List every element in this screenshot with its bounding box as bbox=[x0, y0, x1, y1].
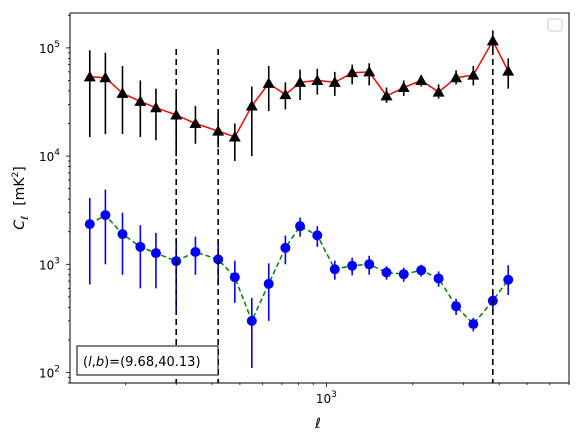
series-1-point bbox=[84, 219, 95, 230]
series-0-point bbox=[116, 87, 129, 98]
plot-frame bbox=[69, 12, 570, 384]
annotation-box: (l,b)=(9.68,40.13) bbox=[76, 345, 219, 376]
series-0-point bbox=[83, 70, 96, 82]
series-1-point bbox=[100, 210, 111, 221]
series-0-point bbox=[245, 100, 258, 111]
series-1-point bbox=[229, 272, 240, 283]
series-0-point bbox=[380, 89, 393, 101]
series-1-point bbox=[451, 301, 462, 312]
series-0-point bbox=[486, 34, 499, 46]
series-1-point bbox=[246, 315, 257, 326]
series-1-point bbox=[416, 265, 427, 276]
series-0-point bbox=[294, 76, 307, 87]
series-1-point bbox=[381, 267, 392, 278]
series-0-point bbox=[346, 66, 359, 78]
series-0-point bbox=[432, 86, 445, 97]
x-axis-label: ℓ bbox=[314, 416, 321, 432]
plot-area bbox=[70, 13, 569, 383]
series-0-point bbox=[189, 117, 202, 129]
legend-box bbox=[547, 18, 563, 32]
series-1-point bbox=[295, 221, 306, 232]
y-axis-label: Cℓ[mK2] bbox=[11, 166, 31, 229]
series-1-point bbox=[312, 230, 323, 241]
series-1-point bbox=[433, 273, 444, 284]
series-0-point bbox=[450, 71, 463, 83]
y-tick-label: 103 bbox=[39, 256, 60, 272]
markers-layer bbox=[83, 34, 515, 330]
series-1-point bbox=[364, 259, 375, 270]
series-1-point bbox=[280, 242, 291, 253]
series-0-point bbox=[502, 65, 515, 76]
series-0-point bbox=[397, 81, 410, 93]
series-0-point bbox=[415, 74, 428, 85]
x-tick-label: 103 bbox=[316, 390, 337, 406]
y-tick-label: 102 bbox=[39, 365, 60, 381]
series-0-point bbox=[363, 65, 376, 77]
series-0-point bbox=[328, 76, 341, 87]
series-1-point bbox=[117, 229, 128, 240]
series-1-point bbox=[190, 246, 201, 257]
series-1-point bbox=[347, 260, 358, 271]
y-tick-label: 105 bbox=[39, 40, 60, 56]
series-0-point bbox=[228, 131, 241, 142]
annotation-text: (l,b)=(9.68,40.13) bbox=[83, 355, 201, 370]
series-1-point bbox=[329, 264, 340, 275]
series-1-point bbox=[468, 319, 479, 330]
y-tick-label: 104 bbox=[39, 148, 60, 164]
vertical-lines-layer bbox=[175, 49, 494, 383]
series-0-point bbox=[279, 88, 292, 100]
series-1-point bbox=[503, 274, 514, 285]
series-0-point bbox=[262, 77, 275, 88]
series-0-point bbox=[99, 71, 112, 83]
series-0-point bbox=[149, 101, 162, 113]
legend[interactable] bbox=[547, 18, 563, 32]
series-1-point bbox=[150, 248, 161, 259]
annotation-frame bbox=[76, 345, 219, 376]
series-0-point bbox=[467, 69, 480, 80]
series-1-point bbox=[263, 278, 274, 289]
series-0-point bbox=[311, 74, 324, 85]
series-0-point bbox=[134, 95, 147, 106]
series-1-point bbox=[398, 269, 409, 280]
series-1-point bbox=[135, 241, 146, 252]
